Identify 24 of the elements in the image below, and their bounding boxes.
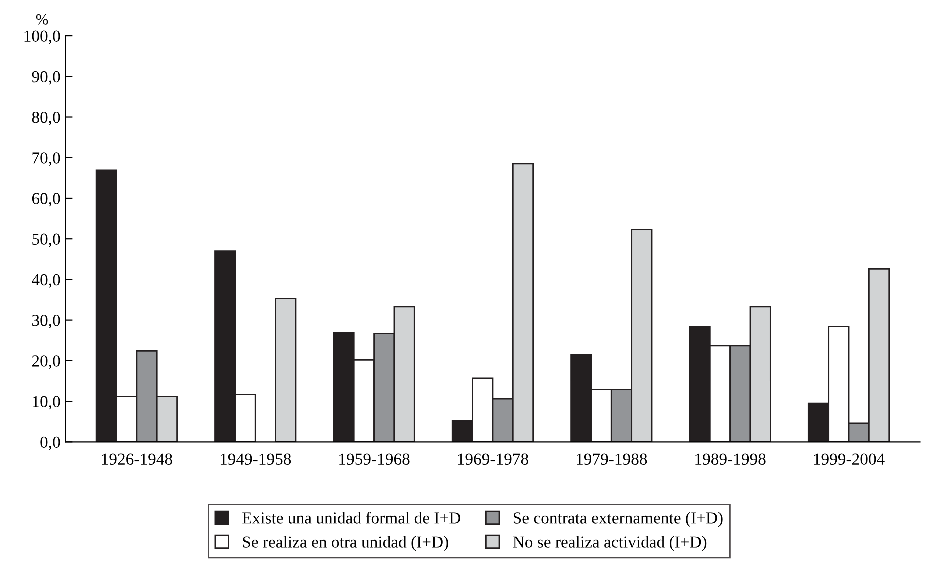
y-tick-label: 0,0 — [40, 436, 60, 450]
x-tick-label: 1979-1988 — [577, 454, 648, 465]
y-tick-label: 50,0 — [32, 234, 60, 248]
bar — [275, 298, 297, 442]
y-axis-title: % — [36, 14, 48, 25]
x-tick-label: 1949-1958 — [220, 454, 292, 465]
y-tick-label: 30,0 — [32, 315, 60, 329]
y-tick-label: 60,0 — [32, 193, 60, 207]
x-tick-label: 1926-1948 — [102, 454, 172, 465]
y-tick-label: 10,0 — [33, 396, 60, 410]
y-tick-label: 70,0 — [32, 152, 60, 166]
x-tick-label: 1969-1978 — [458, 454, 528, 465]
y-tick-label: 80,0 — [32, 112, 60, 126]
y-tick-label: 20,0 — [32, 356, 60, 370]
x-tick-label: 1989-1998 — [696, 454, 766, 465]
y-tick-label: 100,0 — [24, 30, 60, 44]
x-tick-label: 1959-1968 — [340, 454, 410, 465]
legend-label: Se realiza en otra unidad (I+D) — [243, 536, 448, 552]
legend-label: No se realiza actividad (I+D) — [513, 536, 707, 552]
legend-label: Existe una unidad formal de I+D — [242, 512, 461, 524]
y-tick-label: 90,0 — [32, 71, 60, 85]
x-tick-label: 1999-2004 — [814, 454, 885, 465]
y-tick-label: 40,0 — [32, 274, 60, 288]
legend-label: Se contrata externamente (I+D) — [514, 512, 723, 528]
